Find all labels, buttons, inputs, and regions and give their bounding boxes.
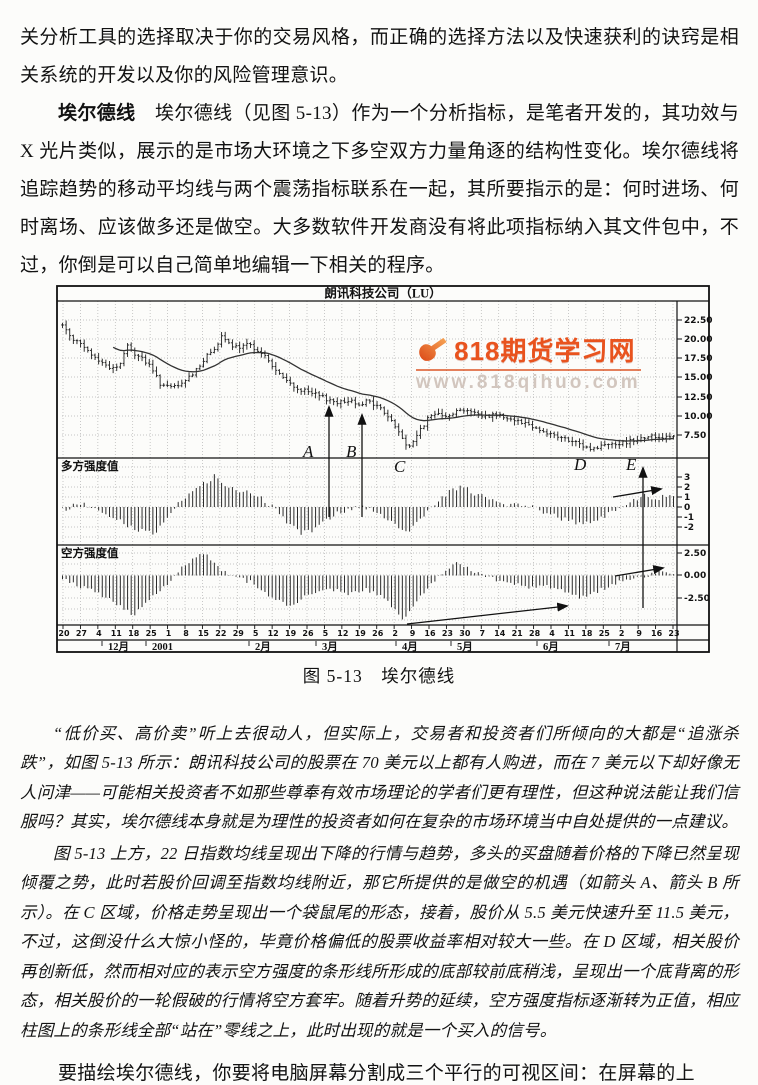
x-tick-label: 20 (58, 629, 70, 638)
x-tick-label: 2 (392, 629, 398, 638)
x-tick-label: 8 (183, 629, 189, 638)
x-tick-label: 9 (636, 629, 642, 638)
x-tick-label: 26 (372, 629, 384, 638)
paragraph-closing: 要描绘埃尔德线，你要将电脑屏幕分割成三个平行的可视区间：在屏幕的上 (58, 1063, 695, 1084)
arrow-bear-right (614, 565, 665, 577)
region-letter-D: D (573, 455, 587, 474)
watermark-title: 818期货学习网 (454, 336, 636, 366)
y-tick-label: -1 (684, 513, 694, 523)
y-tick-label: 2 (684, 483, 690, 493)
month-label: 2月 (255, 641, 271, 653)
paragraph-elder-line-text: 埃尔德线（见图 5-13）作为一个分析指标，是笔者开发的，其功效与 X 光片类似… (20, 103, 740, 276)
chart-border (56, 285, 710, 653)
x-tick-label: 23 (442, 629, 453, 638)
bear-power-label: 空方强度值 (61, 546, 119, 560)
x-tick-label: 5 (323, 629, 329, 638)
x-tick-label: 28 (529, 629, 541, 638)
hand-logo-icon (419, 337, 447, 361)
region-letter-C: C (394, 457, 406, 476)
x-tick-label: 12 (268, 629, 279, 638)
watermark: 818期货学习网 www.818qihuo.com (416, 331, 641, 394)
bull-power-label: 多方强度值 (61, 459, 119, 473)
x-tick-label: 16 (424, 629, 436, 638)
y-tick-label: 20.00 (684, 335, 712, 345)
x-tick-label: 22 (215, 629, 226, 638)
y-tick-label: -2.50 (684, 594, 710, 604)
x-tick-label: 21 (512, 629, 524, 638)
term-elder-line: 埃尔德线 (58, 103, 136, 124)
x-tick-label: 25 (146, 629, 158, 638)
y-tick-label: 12.50 (684, 393, 712, 403)
y-tick-label: 7.50 (684, 431, 706, 441)
region-letter-A: A (302, 442, 314, 461)
paragraph-elder-line: 埃尔德线 埃尔德线（见图 5-13）作为一个分析指标，是笔者开发的，其功效与 X… (20, 95, 739, 285)
x-tick-label: 23 (668, 629, 679, 638)
y-tick-label: 0 (684, 503, 690, 513)
y-tick-label: 17.50 (684, 354, 712, 364)
x-tick-label: 14 (494, 629, 506, 638)
paragraph-intro-text: 关分析工具的选择取决于你的交易风格，而正确的选择方法以及快速获利的诀窍是相关系统… (20, 27, 739, 86)
x-tick-label: 9 (410, 629, 416, 638)
x-tick-label: 18 (581, 629, 593, 638)
x-tick-label: 4 (96, 629, 102, 638)
region-letter-E: E (625, 455, 637, 474)
y-tick-label: 22.50 (684, 316, 712, 326)
chart-title: 朗讯科技公司（LU） (324, 286, 441, 301)
x-tick-label: 19 (285, 629, 297, 638)
x-tick-label: 2 (619, 629, 625, 638)
paragraph-commentary-1: “低价买、高价卖”听上去很动人，但实际上，交易者和投资者们所倾向的大都是“追涨杀… (20, 723, 739, 832)
y-tick-label: 15.00 (684, 373, 712, 383)
x-tick-label: 29 (233, 629, 245, 638)
arrow-bear-divergence (406, 602, 569, 625)
ema-line (112, 346, 674, 442)
figure-caption: 图 5-13 埃尔德线 (302, 666, 456, 686)
month-label: 6月 (543, 641, 559, 653)
y-tick-label: 0.00 (684, 571, 706, 581)
x-tick-label: 25 (599, 629, 611, 638)
y-tick-label: 3 (684, 473, 690, 483)
y-tick-label: -2 (684, 523, 694, 533)
month-label: 4月 (402, 641, 418, 653)
x-tick-label: 30 (459, 629, 471, 638)
x-tick-label: 26 (302, 629, 314, 638)
x-tick-label: 15 (198, 629, 210, 638)
x-tick-label: 7 (479, 629, 485, 638)
region-letter-B: B (346, 442, 357, 461)
y-tick-label: 10.00 (684, 412, 712, 422)
y-tick-label: 1 (684, 493, 690, 503)
watermark-url: www.818qihuo.com (416, 372, 641, 393)
x-tick-label: 16 (651, 629, 663, 638)
x-tick-label: 11 (564, 629, 576, 638)
paragraph-commentary-2: 图 5-13 上方，22 日指数均线呈现出下降的行情与趋势，多头的买盘随着价格的… (20, 843, 739, 1040)
arrow-bull-right (612, 486, 663, 498)
x-tick-label: 18 (128, 629, 140, 638)
month-label: 12月 (108, 641, 129, 653)
y-tick-label: 2.50 (684, 549, 706, 559)
watermark-title-row: 818期货学习网 (416, 331, 641, 371)
x-tick-label: 27 (76, 629, 87, 638)
paragraph-intro: 关分析工具的选择取决于你的交易风格，而正确的选择方法以及快速获利的诀窍是相关系统… (20, 19, 739, 95)
x-tick-label: 1 (166, 629, 172, 638)
x-tick-label: 4 (549, 629, 555, 638)
month-label: 3月 (322, 641, 338, 653)
x-tick-label: 12 (337, 629, 348, 638)
month-label: 2001 (152, 642, 173, 653)
x-tick-label: 19 (355, 629, 367, 638)
month-label: 5月 (457, 641, 473, 653)
x-tick-label: 11 (111, 629, 123, 638)
x-tick-label: 5 (253, 629, 259, 638)
month-label: 7月 (615, 641, 631, 653)
